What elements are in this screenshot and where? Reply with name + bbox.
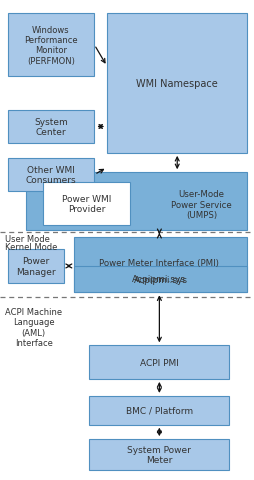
Text: Power
Manager: Power Manager bbox=[16, 257, 55, 276]
Text: Windows
Performance
Monitor
(PERFMON): Windows Performance Monitor (PERFMON) bbox=[24, 25, 77, 66]
FancyBboxPatch shape bbox=[25, 173, 246, 230]
Text: BMC / Platform: BMC / Platform bbox=[125, 406, 192, 415]
Text: Acpipmi.sys: Acpipmi.sys bbox=[133, 275, 187, 284]
Text: Other WMI
Consumers: Other WMI Consumers bbox=[26, 166, 76, 185]
Text: User Mode: User Mode bbox=[5, 234, 50, 243]
FancyBboxPatch shape bbox=[8, 110, 94, 144]
FancyBboxPatch shape bbox=[89, 396, 229, 425]
Text: Acpipmi.sys: Acpipmi.sys bbox=[132, 275, 186, 284]
Text: WMI Namespace: WMI Namespace bbox=[136, 79, 217, 89]
Text: Power WMI
Provider: Power WMI Provider bbox=[62, 194, 111, 214]
Text: Kernel Mode: Kernel Mode bbox=[5, 243, 57, 252]
Text: System
Center: System Center bbox=[34, 118, 68, 137]
FancyBboxPatch shape bbox=[89, 346, 229, 379]
FancyBboxPatch shape bbox=[74, 238, 246, 293]
Text: ACPI PMI: ACPI PMI bbox=[139, 358, 178, 367]
FancyBboxPatch shape bbox=[8, 250, 64, 283]
Text: Power Meter Interface (PMI): Power Meter Interface (PMI) bbox=[99, 259, 218, 267]
Text: ACPI Machine
Language
(AML)
Interface: ACPI Machine Language (AML) Interface bbox=[5, 307, 62, 348]
FancyBboxPatch shape bbox=[107, 14, 246, 154]
FancyBboxPatch shape bbox=[74, 266, 246, 293]
FancyBboxPatch shape bbox=[43, 182, 130, 226]
Text: User-Mode
Power Service
(UMPS): User-Mode Power Service (UMPS) bbox=[170, 190, 231, 220]
FancyBboxPatch shape bbox=[8, 158, 94, 192]
Text: System Power
Meter: System Power Meter bbox=[127, 445, 190, 465]
FancyBboxPatch shape bbox=[89, 439, 229, 470]
FancyBboxPatch shape bbox=[8, 14, 94, 77]
